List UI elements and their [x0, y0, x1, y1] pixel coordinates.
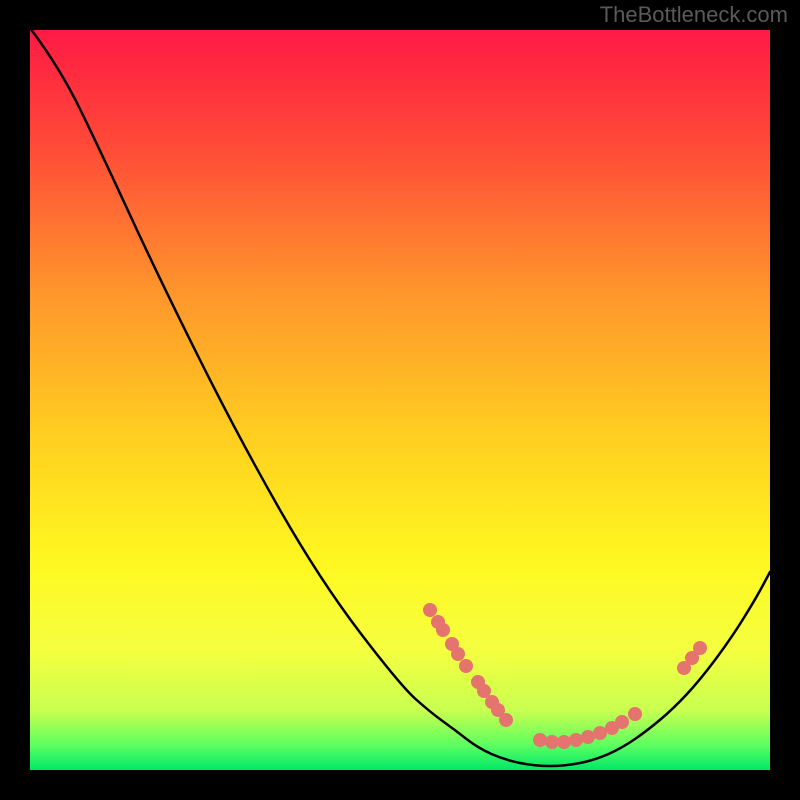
- data-marker: [423, 603, 437, 617]
- data-marker: [533, 733, 547, 747]
- watermark-text: TheBottleneck.com: [600, 2, 788, 28]
- data-marker: [499, 713, 513, 727]
- chart-plot-area: [30, 30, 770, 770]
- data-marker: [459, 659, 473, 673]
- data-marker: [545, 735, 559, 749]
- data-marker: [436, 623, 450, 637]
- data-marker: [628, 707, 642, 721]
- chart-background: [30, 30, 770, 770]
- data-marker: [693, 641, 707, 655]
- data-marker: [615, 715, 629, 729]
- data-marker: [451, 647, 465, 661]
- chart-svg: [30, 30, 770, 770]
- data-marker: [557, 735, 571, 749]
- data-marker: [581, 730, 595, 744]
- data-marker: [569, 733, 583, 747]
- data-marker: [593, 726, 607, 740]
